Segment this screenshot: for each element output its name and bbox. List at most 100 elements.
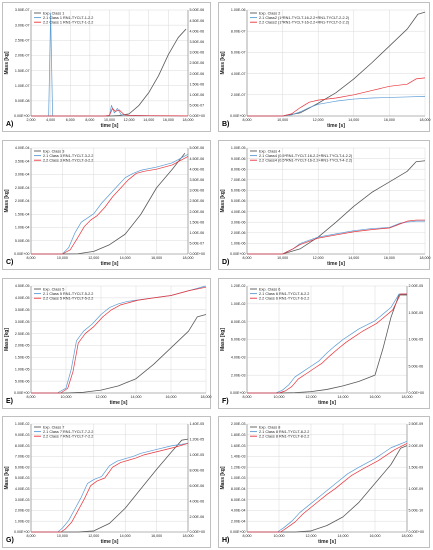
y2-tick-label-c: 1.00E-06 [190,231,205,235]
x-axis-label-g: time [s] [101,539,119,545]
x-tick-label-b: 10,000 [277,118,288,122]
legend-entry-h-3: 2.2 Class 8 RN1-TYCLT-8-2.2 [259,435,309,439]
y-tick-label-h: 1.80E-03 [231,433,246,437]
y2-tick-label-h: 2.00E-09 [409,444,424,448]
x-tick-label-d: 10,000 [277,256,288,260]
y-axis-label-h: Mass [kg] [220,466,226,489]
legend-entry-g-2: 2.1 Class 7 RN1-TYCLT-7-2.2 [43,430,93,434]
y-tick-label-d: 1.00E-06 [231,242,246,246]
y2-tick-label-a: 0.00E+00 [190,114,206,118]
x-axis-label-h: time [s] [318,539,336,545]
y-tick-label-e: 2.00E-05 [15,344,30,348]
x-tick-label-e: 8,000 [27,395,36,399]
y-tick-label-b: 8.00E-07 [231,29,246,33]
x-tick-label-f: 18,000 [402,395,413,399]
legend-entry-f-2: 2.1 Class 6 RN1-TYCLT-6-2.2 [259,292,309,296]
x-axis-label-b: time [s] [327,123,345,129]
y-tick-label-c: 2.00E-04 [15,199,30,203]
legend-entry-d-2: 2.1 Class4 (0.5*RN1-TYCLT-16-2.2+RN1-TYC… [259,154,353,158]
chart-a: 0.00E+00 5.00E-08 1.00E-07 1.50E-07 2.00E-07… [4,8,206,129]
x-tick-label-e: 16,000 [166,395,177,399]
legend-d: Exp. Class 42.1 Class4 (0.5*RN1-TYCLT-16… [250,149,353,163]
panel-d: 0.00E+00 1.00E-06 2.00E-06 3.00E-06 4.00E-06… [218,140,431,270]
y-tick-label-e: 4.50E-05 [15,284,30,288]
y-tick-label-a: 2.50E-07 [15,38,30,42]
legend-entry-g-3: 2.2 Class 7 RN1-TYCLT-7-2.2 [43,435,93,439]
x-tick-label-a: 10,000 [104,118,115,122]
y-axis-label-d: Mass [kg] [220,189,226,212]
y2-tick-label-a: 4.00E-06 [190,29,205,33]
plot-area-f: 0.00E+00 2.00E-03 4.00E-03 6.00E-03 8.00E-03… [220,284,424,406]
x-axis-label-a: time [s] [101,123,119,129]
y2-tick-label-g: 2.00E-06 [190,515,205,519]
series-line-f-2 [247,293,407,394]
series-line-e-1 [31,314,207,394]
x-tick-label-g: 8,000 [27,534,36,538]
y2-tick-label-h: 1.50E-09 [409,465,424,469]
y-tick-label-d: 5.00E-06 [231,199,246,203]
y-tick-label-g: 7.00E-03 [15,455,30,459]
y-tick-label-h: 2.00E-04 [231,519,246,523]
x-axis-label-d: time [s] [327,261,345,267]
y-tick-label-d: 1.00E-05 [231,146,246,150]
y-tick-label-e: 4.00E-05 [15,296,30,300]
y2-tick-label-f: 2.00E-05 [409,284,424,288]
y-axis-label-f: Mass [kg] [220,328,226,351]
x-axis-label-f: time [s] [318,400,336,406]
panel-b: 0.00E+00 2.00E-07 4.00E-07 6.00E-07 8.00E-07… [218,2,431,132]
legend-entry-c-2: 2.1 Class 3 RN1-TYCLT-3-2.2 [43,154,93,158]
panel-c: 0.00E+00 5.00E-05 1.00E-04 1.50E-04 2.00E-04… [2,140,211,270]
y-tick-label-g: 9.00E-03 [15,433,30,437]
y-tick-label-b: 4.00E-07 [231,72,246,76]
x-tick-label-h: 16,000 [370,534,381,538]
series-line-a-3 [31,108,189,117]
x-tick-label-h: 14,000 [338,534,349,538]
y-tick-label-d: 8.00E-06 [231,167,246,171]
x-tick-label-a: 12,000 [124,118,135,122]
legend-entry-b-3: 2.2 Class2 (1*RN1-TYCLT-16-2.2+RN1-TYCLT… [259,21,350,25]
legend-b: Exp. Class 22.1 Class2 (1*RN1-TYCLT-16-2… [250,11,350,25]
y2-tick-label-f: 5.00E-06 [409,364,424,368]
y2-tick-label-a: 2.50E-06 [190,61,205,65]
legend-h: Exp. Class 82.1 Class 8 RN1-TYCLT-8-2.22… [250,425,309,439]
y2-tick-label-g: 8.00E-06 [190,468,205,472]
y-tick-label-d: 9.00E-06 [231,157,246,161]
y2-tick-label-f: 1.00E-05 [409,338,424,342]
x-tick-label-f: 8,000 [243,395,252,399]
x-tick-label-a: 16,000 [163,118,174,122]
y-tick-label-c: 5.00E-05 [15,239,30,243]
panel-h: 0.00E+00 2.00E-04 4.00E-04 6.00E-04 8.00E-04… [218,416,430,548]
y-tick-label-g: 8.00E-03 [15,444,30,448]
x-tick-label-f: 10,000 [274,395,285,399]
series-line-h-1 [247,445,408,533]
y-axis-label-a: Mass [kg] [4,51,10,74]
y-tick-label-g: 5.00E-03 [15,476,30,480]
legend-entry-e-2: 2.1 Class 5 RN1-TYCLT-5-2.2 [43,292,93,296]
series-line-b-2 [247,96,426,117]
y-tick-label-b: 2.00E-07 [231,93,246,97]
y-tick-label-f: 1.20E-02 [231,284,246,288]
x-tick-label-h: 18,000 [402,534,413,538]
y-tick-label-f: 2.00E-03 [231,373,246,377]
legend-entry-a-2: 2.1 Class 1 RN1-TYCLT-1-2.2 [43,16,93,20]
y2-tick-label-g: 1.40E-05 [190,422,205,426]
x-tick-label-g: 10,000 [57,534,68,538]
y-tick-label-g: 6.00E-03 [15,465,30,469]
y-tick-label-f: 4.00E-03 [231,356,246,360]
panel-label-b: B) [222,121,230,128]
x-tick-label-a: 6,000 [66,118,75,122]
panel-f: 0.00E+00 2.00E-03 4.00E-03 6.00E-03 8.00E-03… [218,278,430,409]
x-tick-label-b: 16,000 [384,118,395,122]
legend-f: Exp. Class 62.1 Class 6 RN1-TYCLT-6-2.22… [250,287,309,301]
legend-entry-a-3: 2.2 Class 1 RN1-TYCLT-1-2.2 [43,21,93,25]
x-tick-label-c: 16,000 [151,256,162,260]
plot-area-b: 0.00E+00 2.00E-07 4.00E-07 6.00E-07 8.00E-07… [220,8,431,129]
y-tick-label-g: 1.00E-03 [15,519,30,523]
y2-tick-label-a: 1.50E-06 [190,82,205,86]
legend-e: Exp. Class 52.1 Class 5 RN1-TYCLT-5-2.22… [34,287,93,301]
y-tick-label-h: 4.00E-04 [231,509,246,513]
y-tick-label-a: 1.50E-07 [15,69,30,73]
series-line-h-3 [247,443,408,533]
y-tick-label-e: 5.00E-06 [15,379,30,383]
